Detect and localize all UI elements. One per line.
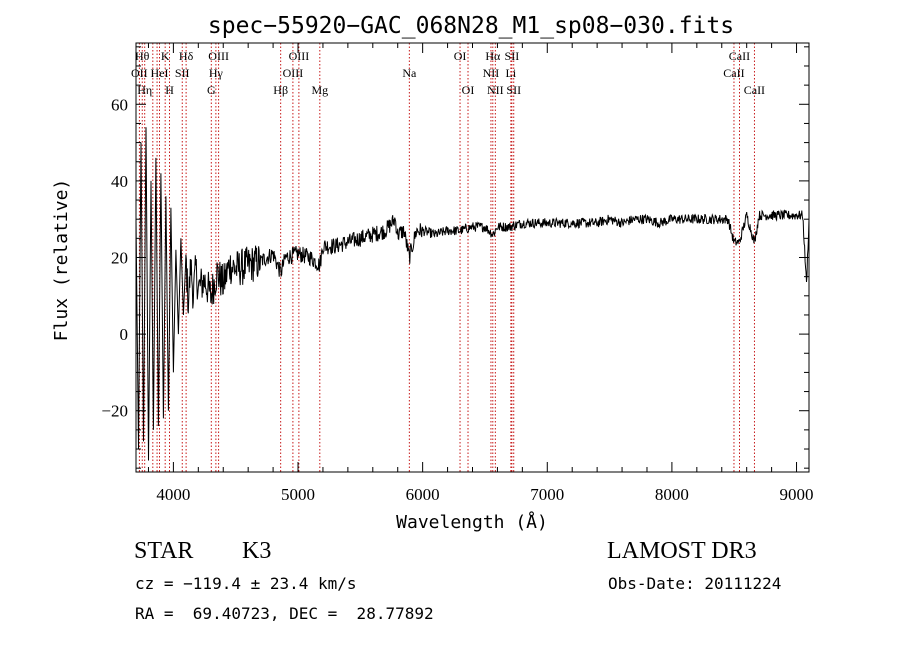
spectral-line-label: CaII: [729, 49, 750, 63]
spectral-line-label: Hη: [137, 83, 152, 97]
x-tick-label: 8000: [655, 485, 689, 504]
x-axis-label: Wavelength (Å): [396, 511, 548, 533]
object-subclass: K3: [242, 538, 272, 564]
x-tick-label: 7000: [530, 485, 564, 504]
flux-series-line: [135, 127, 810, 461]
spectral-line-label: OI: [454, 49, 467, 63]
spectral-line-label: Hδ: [179, 49, 194, 63]
redshift-cz: cz = −119.4 ± 23.4 km/s: [135, 574, 357, 593]
x-tick-label: 9000: [780, 485, 814, 504]
y-tick-label: −20: [101, 402, 128, 421]
spectral-line-label: Mg: [311, 83, 328, 97]
spectral-line-label: OI: [462, 83, 475, 97]
spectral-line-label: OII: [131, 66, 148, 80]
object-class: STAR: [134, 538, 194, 564]
survey-name: LAMOST DR3: [607, 538, 757, 564]
spectral-line-markers: [138, 43, 755, 472]
spectral-line-label: K: [161, 49, 170, 63]
x-tick-label: 6000: [406, 485, 440, 504]
spectral-line-label: Hα: [485, 49, 501, 63]
spectral-line-label: CaII: [744, 83, 765, 97]
spectral-line-label: Li: [506, 66, 517, 80]
y-tick-label: 60: [111, 95, 128, 114]
spectral-line-label: Hβ: [273, 83, 288, 97]
spectral-line-label: OIII: [208, 49, 229, 63]
x-tick-label: 5000: [281, 485, 315, 504]
spectral-line-label: NII: [487, 83, 504, 97]
spectral-line-label: Na: [402, 66, 417, 80]
spectral-line-label: SII: [175, 66, 190, 80]
y-tick-label: 0: [120, 325, 129, 344]
spectral-line-label: OIII: [289, 49, 310, 63]
spectral-line-label: OIII: [283, 66, 304, 80]
x-tick-label: 4000: [156, 485, 190, 504]
y-tick-label: 20: [111, 249, 128, 268]
spectral-line-label: CaII: [723, 66, 744, 80]
y-axis-label: Flux (relative): [51, 179, 72, 342]
y-axis-ticks: −20 0 20 40 60: [101, 46, 809, 469]
x-axis-ticks: 4000 5000 6000 7000 8000 9000: [147, 43, 814, 504]
sky-coordinates: RA = 69.40723, DEC = 28.77892: [135, 604, 434, 623]
spectral-line-label: NII: [483, 66, 500, 80]
observation-date: Obs-Date: 20111224: [608, 574, 782, 593]
spectral-line-label: SII: [506, 83, 521, 97]
spectral-line-label: HeI: [151, 66, 169, 80]
y-tick-label: 40: [111, 172, 128, 191]
spectral-line-label: H: [165, 83, 174, 97]
spectral-line-labels: OII Hθ Hη K H HeI SII Hδ G Hγ OIII Hβ OIII OIII Mg Na OI…: [131, 49, 765, 97]
spectral-line-label: G: [207, 83, 216, 97]
spectral-line-label: Hγ: [209, 66, 224, 80]
spectral-line-label: SII: [505, 49, 520, 63]
chart-title: spec−55920−GAC_068N28_M1_sp08−030.fits: [208, 13, 734, 39]
spectral-line-label: Hθ: [135, 49, 150, 63]
